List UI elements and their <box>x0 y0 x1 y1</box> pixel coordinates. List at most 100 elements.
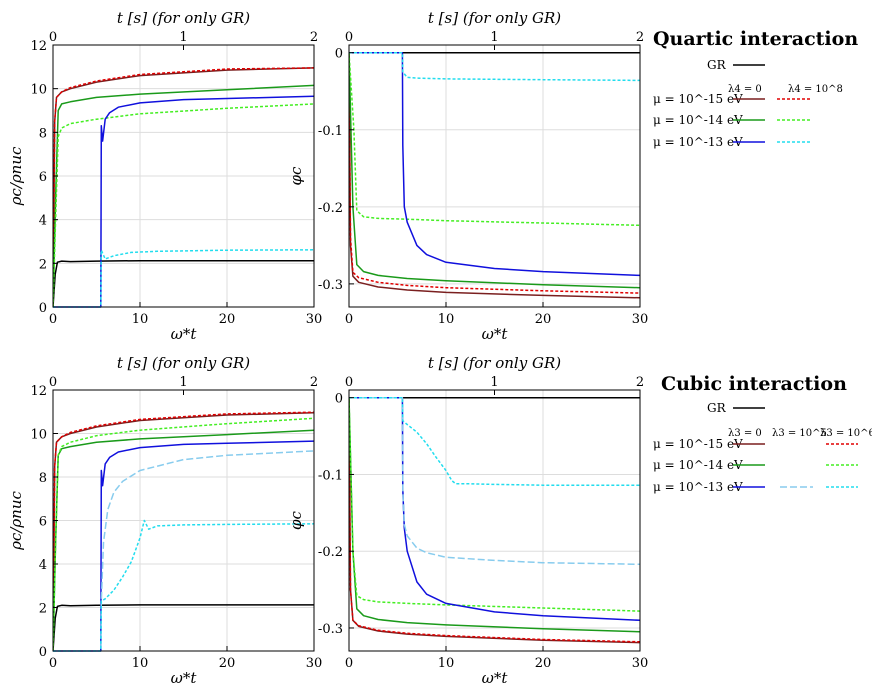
top-axis-label: t [s] (for only GR) <box>428 354 561 372</box>
top-tick-label: 1 <box>490 375 498 390</box>
top-tick-label: 0 <box>345 375 353 390</box>
y-tick-label: 2 <box>39 257 47 272</box>
x-tick-label: 0 <box>345 312 353 327</box>
y-tick-label: 0 <box>335 47 343 62</box>
x-tick-label: 0 <box>345 656 353 671</box>
x-axis-label: ω*t <box>171 669 198 685</box>
legend-row-label: μ = 10^-15 eV <box>653 437 743 451</box>
series-line <box>53 84 314 308</box>
series-line <box>53 519 314 652</box>
series-line <box>53 67 314 308</box>
y-tick-label: -0.2 <box>318 201 343 216</box>
x-tick-label: 30 <box>632 312 649 327</box>
series-line <box>53 604 314 652</box>
legend-col-header: λ3 = 10^6 <box>820 428 872 439</box>
y-axis-label: φc <box>287 510 305 530</box>
legend-col-header: λ3 = 0 <box>728 428 762 439</box>
y-tick-label: 8 <box>39 471 47 486</box>
y-tick-label: -0.2 <box>318 545 343 560</box>
y-axis-label: ρc/ρnuc <box>7 491 25 551</box>
series-line <box>53 450 314 652</box>
series-line <box>349 51 640 82</box>
legend-col-header: λ4 = 0 <box>728 84 762 95</box>
y-tick-label: 0 <box>39 301 47 316</box>
legend-row-label: μ = 10^-13 eV <box>653 480 743 494</box>
x-tick-label: 10 <box>132 656 149 671</box>
top-tick-label: 2 <box>310 30 318 45</box>
y-tick-label: 0 <box>39 645 47 660</box>
y-axis-label: φc <box>287 166 305 186</box>
legend-row-label: μ = 10^-14 eV <box>653 113 743 127</box>
y-axis-label: ρc/ρnuc <box>7 146 25 206</box>
x-tick-label: 30 <box>306 656 323 671</box>
top-tick-label: 2 <box>636 375 644 390</box>
series-line <box>53 103 314 308</box>
legend-gr-label: GR <box>707 58 727 72</box>
legend-row-label: μ = 10^-13 eV <box>653 135 743 149</box>
y-tick-label: 4 <box>39 214 47 229</box>
x-axis-label: ω*t <box>171 325 198 343</box>
series-line <box>53 412 314 652</box>
series-line <box>53 440 314 652</box>
top-tick-label: 0 <box>49 30 57 45</box>
legend-col-header: λ3 = 10^5 <box>772 428 827 439</box>
legend-col-header: λ4 = 10^8 <box>788 84 843 95</box>
x-axis-label: ω*t <box>482 669 509 685</box>
series-line <box>349 397 640 612</box>
series-line <box>53 259 314 308</box>
legend-row-label: μ = 10^-15 eV <box>653 92 743 106</box>
x-axis-label: ω*t <box>482 325 509 343</box>
top-tick-label: 0 <box>345 30 353 45</box>
series-line <box>349 52 640 289</box>
series-line <box>53 429 314 652</box>
series-line <box>53 417 314 652</box>
x-tick-label: 10 <box>132 312 149 327</box>
series-line <box>53 249 314 308</box>
y-tick-label: 12 <box>30 384 47 399</box>
legend-quartic: Quartic interaction GR λ4 = 0 λ4 = 10^8 … <box>653 28 858 149</box>
chart-panel-quartic-phi: 0 10 20 30 0 -0.1 -0.2 -0.3 0 1 2 ω*t t [s] (for onl… <box>287 9 648 343</box>
top-axis-label: t [s] (for only GR) <box>117 9 250 27</box>
legend-gr-label: GR <box>707 401 727 415</box>
series-line <box>349 52 640 294</box>
series-line <box>349 51 640 277</box>
chart-panel-cubic-phi: 0 10 20 30 0 -0.1 -0.2 -0.3 0 1 2 ω*t t [s] (for onl… <box>287 354 648 685</box>
x-tick-label: 20 <box>219 656 236 671</box>
x-tick-label: 20 <box>535 312 552 327</box>
x-tick-label: 0 <box>49 312 57 327</box>
y-tick-label: 6 <box>39 515 47 530</box>
y-tick-label: -0.1 <box>318 124 343 139</box>
series-line <box>349 396 640 622</box>
series-line <box>349 52 640 227</box>
series-line <box>349 52 640 299</box>
x-tick-label: 10 <box>438 312 455 327</box>
series-line <box>53 411 314 652</box>
top-tick-label: 1 <box>179 375 187 390</box>
y-tick-label: 0 <box>335 392 343 407</box>
y-tick-label: 10 <box>30 83 47 98</box>
x-tick-label: 20 <box>535 656 552 671</box>
y-tick-label: 2 <box>39 602 47 617</box>
x-tick-label: 30 <box>306 312 323 327</box>
series-line <box>349 397 640 643</box>
x-tick-label: 30 <box>632 656 649 671</box>
legend-title: Quartic interaction <box>653 28 858 50</box>
top-tick-label: 1 <box>179 30 187 45</box>
y-tick-label: -0.3 <box>318 278 343 293</box>
series-line <box>53 95 314 308</box>
legend-row-label: μ = 10^-14 eV <box>653 458 743 472</box>
legend-cubic: Cubic interaction GR λ3 = 0 λ3 = 10^5 λ3… <box>653 373 872 494</box>
series-line <box>349 397 640 633</box>
series-line <box>53 67 314 308</box>
y-tick-label: 8 <box>39 126 47 141</box>
top-tick-label: 2 <box>636 30 644 45</box>
x-tick-label: 0 <box>49 656 57 671</box>
y-tick-label: -0.3 <box>318 622 343 637</box>
top-tick-label: 1 <box>490 30 498 45</box>
top-tick-label: 0 <box>49 375 57 390</box>
top-axis-label: t [s] (for only GR) <box>117 354 250 372</box>
series-line <box>349 396 640 566</box>
